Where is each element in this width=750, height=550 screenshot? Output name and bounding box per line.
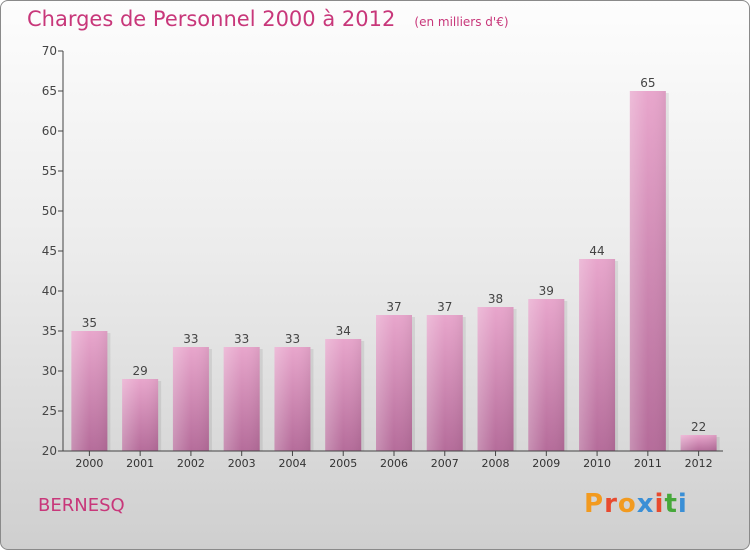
data-label: 37 [386, 300, 401, 314]
proxiti-logo: Proxiti [584, 489, 688, 519]
y-tick-label: 20 [42, 444, 57, 458]
data-label: 38 [488, 292, 503, 306]
logo-letter: x [636, 489, 655, 519]
x-tick-label: 2006 [380, 457, 408, 470]
bar-highlight [274, 347, 311, 451]
y-tick-label: 25 [42, 404, 57, 418]
y-tick-label: 50 [42, 204, 57, 218]
bar-highlight [122, 379, 159, 451]
bar-highlight [71, 331, 108, 451]
x-tick-label: 2009 [532, 457, 560, 470]
logo-letter: r [604, 489, 618, 519]
logo-letter: t [664, 489, 678, 519]
data-label: 22 [691, 420, 706, 434]
y-tick-label: 70 [42, 44, 57, 58]
data-label: 65 [640, 76, 655, 90]
data-label: 34 [336, 324, 351, 338]
x-tick-label: 2002 [177, 457, 205, 470]
y-tick-label: 40 [42, 284, 57, 298]
y-tick-label: 60 [42, 124, 57, 138]
bar-highlight [376, 315, 412, 451]
y-axis: 20 25 30 35 40 45 50 55 60 65 70 [42, 44, 64, 458]
x-tick-label: 2011 [634, 457, 662, 470]
data-label: 39 [539, 284, 554, 298]
data-label: 29 [133, 364, 148, 378]
data-label: 33 [285, 332, 300, 346]
x-tick-label: 2008 [482, 457, 510, 470]
chart-header: Charges de Personnel 2000 à 2012 (en mil… [27, 7, 509, 31]
chart-title: Charges de Personnel 2000 à 2012 [27, 7, 396, 31]
y-tick-label: 65 [42, 84, 57, 98]
bars: 35 29 33 33 33 34 37 37 38 39 44 65 22 [71, 76, 720, 451]
bar-highlight [579, 259, 616, 451]
bar-highlight [528, 299, 565, 451]
chart-unit: (en milliers d'€) [414, 15, 509, 29]
x-tick-label: 2000 [75, 457, 103, 470]
data-label: 44 [589, 244, 604, 258]
y-tick-label: 35 [42, 324, 57, 338]
y-tick-label: 55 [42, 164, 57, 178]
x-tick-label: 2003 [228, 457, 256, 470]
commune-name: BERNESQ [38, 495, 125, 516]
bar-highlight [680, 435, 717, 451]
x-axis: 2000 2001 2002 2003 2004 2005 2006 2007 2008 2009… [63, 450, 723, 470]
bar-highlight [172, 347, 209, 451]
logo-letter: P [584, 489, 605, 519]
x-tick-label: 2004 [278, 457, 306, 470]
data-label: 35 [82, 316, 97, 330]
logo-letter: i [677, 489, 688, 519]
y-tick-label: 30 [42, 364, 57, 378]
y-tick-label: 45 [42, 244, 57, 258]
x-tick-label: 2005 [329, 457, 357, 470]
bar-highlight [325, 339, 362, 451]
data-label: 33 [183, 332, 198, 346]
logo-letter: o [617, 489, 637, 519]
bar-highlight [629, 91, 666, 451]
bar-highlight [426, 315, 463, 451]
data-label: 37 [437, 300, 452, 314]
x-tick-label: 2012 [685, 457, 713, 470]
x-tick-label: 2010 [583, 457, 611, 470]
x-tick-label: 2007 [431, 457, 459, 470]
x-tick-label: 2001 [126, 457, 154, 470]
bar-highlight [477, 307, 514, 451]
logo-letter: i [654, 489, 665, 519]
data-label: 33 [234, 332, 249, 346]
bar-highlight [223, 347, 260, 451]
